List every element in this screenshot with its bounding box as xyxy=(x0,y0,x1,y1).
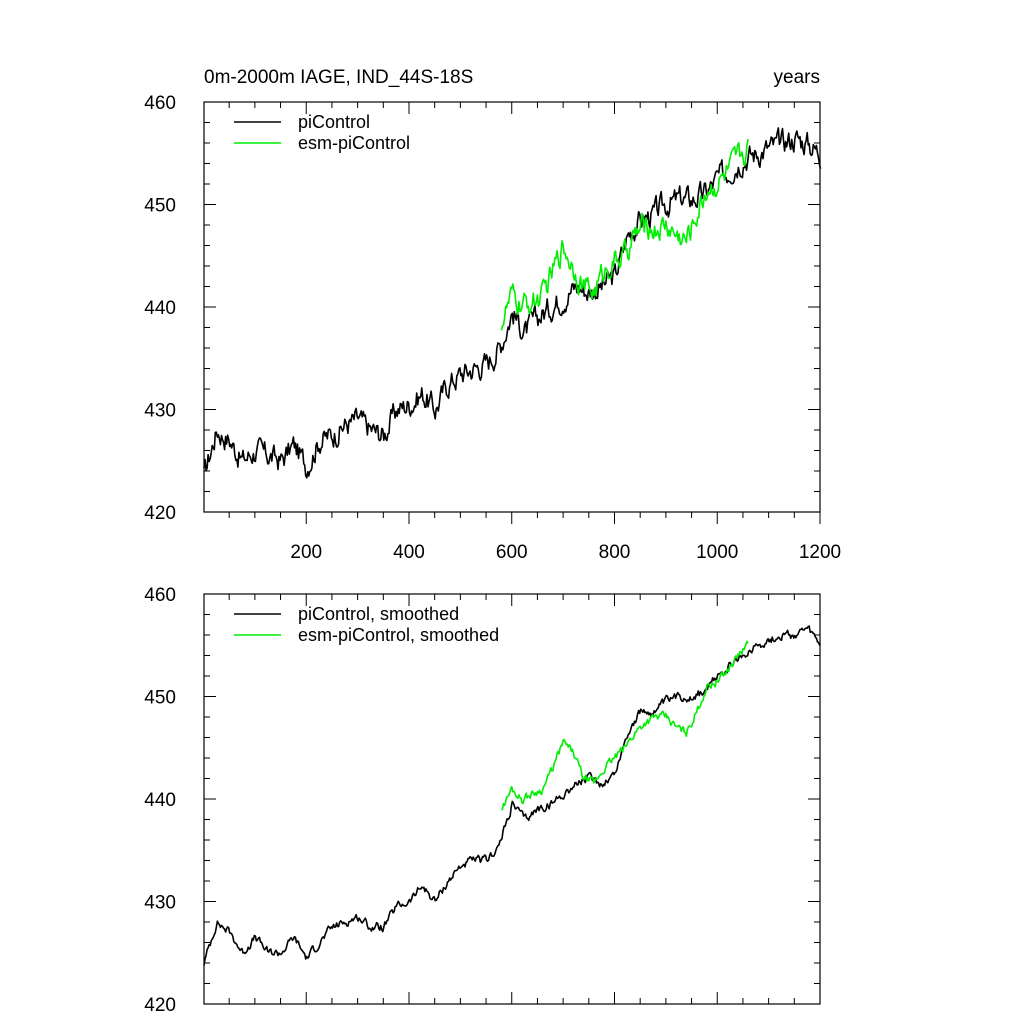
series-line-picontrol-smoothed xyxy=(203,625,822,966)
legend-label: esm-piControl, smoothed xyxy=(298,625,499,645)
y-tick-label: 460 xyxy=(144,585,176,606)
y-tick-label: 460 xyxy=(144,93,176,114)
x-tick-label: 1000 xyxy=(696,542,738,563)
y-tick-label: 450 xyxy=(144,688,176,709)
y-tick-label: 430 xyxy=(144,401,176,422)
x-tick-label: 400 xyxy=(393,542,425,563)
series-line-esm-picontrol-smoothed xyxy=(501,640,749,811)
y-tick-label: 430 xyxy=(144,893,176,914)
series-line-picontrol xyxy=(203,127,822,479)
chart-title: 0m-2000m IAGE, IND_44S-18S xyxy=(204,67,473,88)
x-axis-units-label: years xyxy=(774,67,820,88)
y-tick-label: 450 xyxy=(144,196,176,217)
x-tick-label: 800 xyxy=(599,542,631,563)
legend-label: piControl xyxy=(298,112,370,132)
legend-label: piControl, smoothed xyxy=(298,604,459,624)
series-line-esm-picontrol xyxy=(500,138,749,331)
top-panel: 420 430 440 450 460 200 400 600 800 1000 1200 piCon… xyxy=(144,93,841,563)
x-tick-label: 600 xyxy=(496,542,528,563)
y-tick-label: 440 xyxy=(144,790,176,811)
y-tick-label: 420 xyxy=(144,503,176,524)
y-tick-label: 420 xyxy=(144,995,176,1016)
bottom-panel: 420 430 440 450 460 piControl, smoothedesm-pi… xyxy=(144,585,822,1016)
legend-label: esm-piControl xyxy=(298,133,410,153)
x-tick-label: 200 xyxy=(290,542,322,563)
y-tick-label: 440 xyxy=(144,298,176,319)
x-tick-label: 1200 xyxy=(799,542,841,563)
